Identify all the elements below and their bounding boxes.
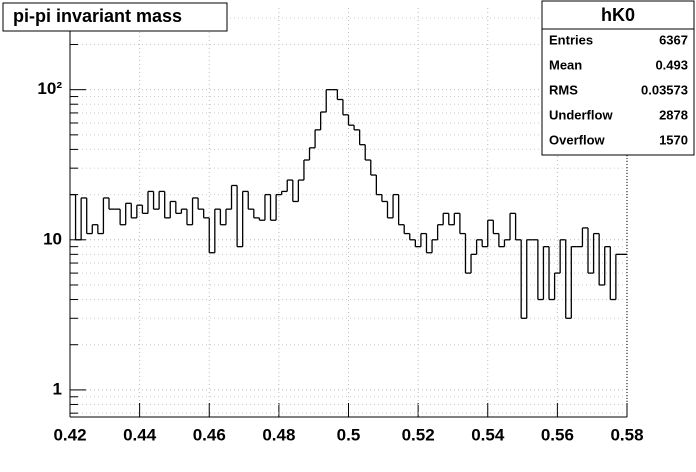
stats-label: Entries — [549, 32, 593, 47]
stats-box — [541, 0, 695, 156]
x-tick-label: 0.54 — [471, 425, 505, 444]
x-tick-label: 0.46 — [193, 425, 226, 444]
stats-rows: Entries 6367 Mean 0.493 RMS 0.03573 Underflow 2… — [549, 32, 688, 147]
stats-label: Mean — [549, 57, 582, 72]
x-tick-label: 0.56 — [541, 425, 574, 444]
stats-label: Overflow — [549, 132, 606, 147]
stats-value: 2878 — [659, 107, 688, 122]
stats-label: Underflow — [549, 107, 613, 122]
plot-area: 0.42 0.44 0.46 0.48 0.5 0.52 0.54 0.56 0.58 1 10 10… — [37, 8, 644, 444]
x-tick-label: 0.52 — [402, 425, 435, 444]
chart-title: pi-pi invariant mass — [13, 6, 182, 26]
x-tick-label: 0.48 — [262, 425, 295, 444]
stats-title: hK0 — [601, 5, 635, 25]
stats-value: 6367 — [659, 32, 688, 47]
stats-label: RMS — [549, 82, 578, 97]
stats-value: 0.03573 — [641, 82, 688, 97]
y-tick-label: 10² — [37, 79, 62, 98]
x-tick-label: 0.44 — [123, 425, 157, 444]
x-tick-label: 0.58 — [610, 425, 643, 444]
y-tick-label: 1 — [53, 379, 62, 398]
title-box — [2, 2, 228, 32]
x-tick-label: 0.42 — [53, 425, 86, 444]
stats-value: 0.493 — [655, 57, 688, 72]
x-tick-label: 0.5 — [337, 425, 361, 444]
stats-value: 1570 — [659, 132, 688, 147]
y-tick-label: 10 — [43, 229, 62, 248]
